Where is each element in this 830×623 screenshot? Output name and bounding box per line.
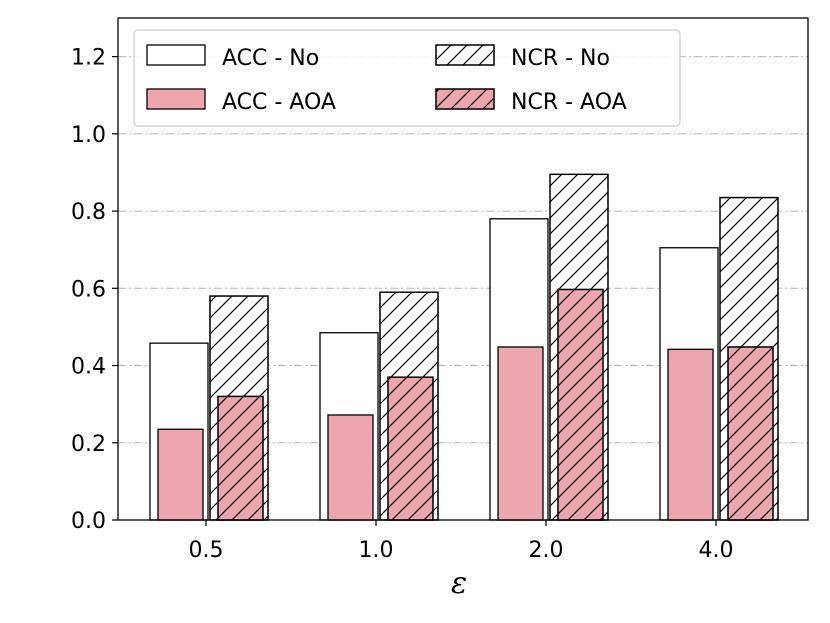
bar-acc-aoa-0-5 bbox=[157, 428, 204, 521]
bars bbox=[149, 173, 779, 521]
y-tick-label: 0.8 bbox=[71, 200, 106, 225]
legend-swatch bbox=[146, 88, 206, 110]
x-tick-label: 0.5 bbox=[189, 538, 224, 563]
x-axis-ticks: 0.5 1.0 2.0 4.0 bbox=[189, 520, 734, 563]
y-tick-label: 0.0 bbox=[71, 509, 106, 534]
legend-swatch bbox=[146, 44, 206, 66]
legend-swatch-hatch bbox=[435, 44, 495, 66]
x-tick-label: 2.0 bbox=[529, 538, 564, 563]
legend-label: ACC - AOA bbox=[222, 90, 336, 115]
bar-hatch-overlay bbox=[727, 346, 774, 521]
y-tick-label: 0.2 bbox=[71, 432, 106, 457]
y-axis-ticks: 0.0 0.2 0.4 0.6 0.8 1.0 1.2 bbox=[71, 46, 118, 534]
legend-swatch-hatch bbox=[435, 88, 495, 110]
x-tick-label: 1.0 bbox=[359, 538, 394, 563]
legend-label: NCR - No bbox=[511, 46, 610, 71]
legend-label: NCR - AOA bbox=[511, 90, 627, 115]
legend-label: ACC - No bbox=[222, 46, 319, 71]
bar-acc-aoa-1-0 bbox=[327, 414, 374, 521]
legend-frame bbox=[133, 29, 681, 127]
bar-hatch-overlay bbox=[557, 288, 604, 521]
bar-hatch-overlay bbox=[387, 376, 434, 521]
y-tick-label: 0.6 bbox=[71, 277, 106, 302]
bar-acc-aoa-2-0 bbox=[497, 346, 544, 521]
y-tick-label: 1.2 bbox=[71, 46, 106, 71]
x-axis-label: ε bbox=[451, 566, 467, 601]
legend: ACC - No NCR - No ACC - AOA NCR - AOA bbox=[133, 29, 681, 127]
x-tick-label: 4.0 bbox=[699, 538, 734, 563]
y-tick-label: 0.4 bbox=[71, 355, 106, 380]
bar-hatch-overlay bbox=[217, 395, 264, 521]
y-tick-label: 1.0 bbox=[71, 123, 106, 148]
plot-frame bbox=[117, 17, 809, 521]
bar-acc-aoa-4-0 bbox=[667, 348, 714, 521]
